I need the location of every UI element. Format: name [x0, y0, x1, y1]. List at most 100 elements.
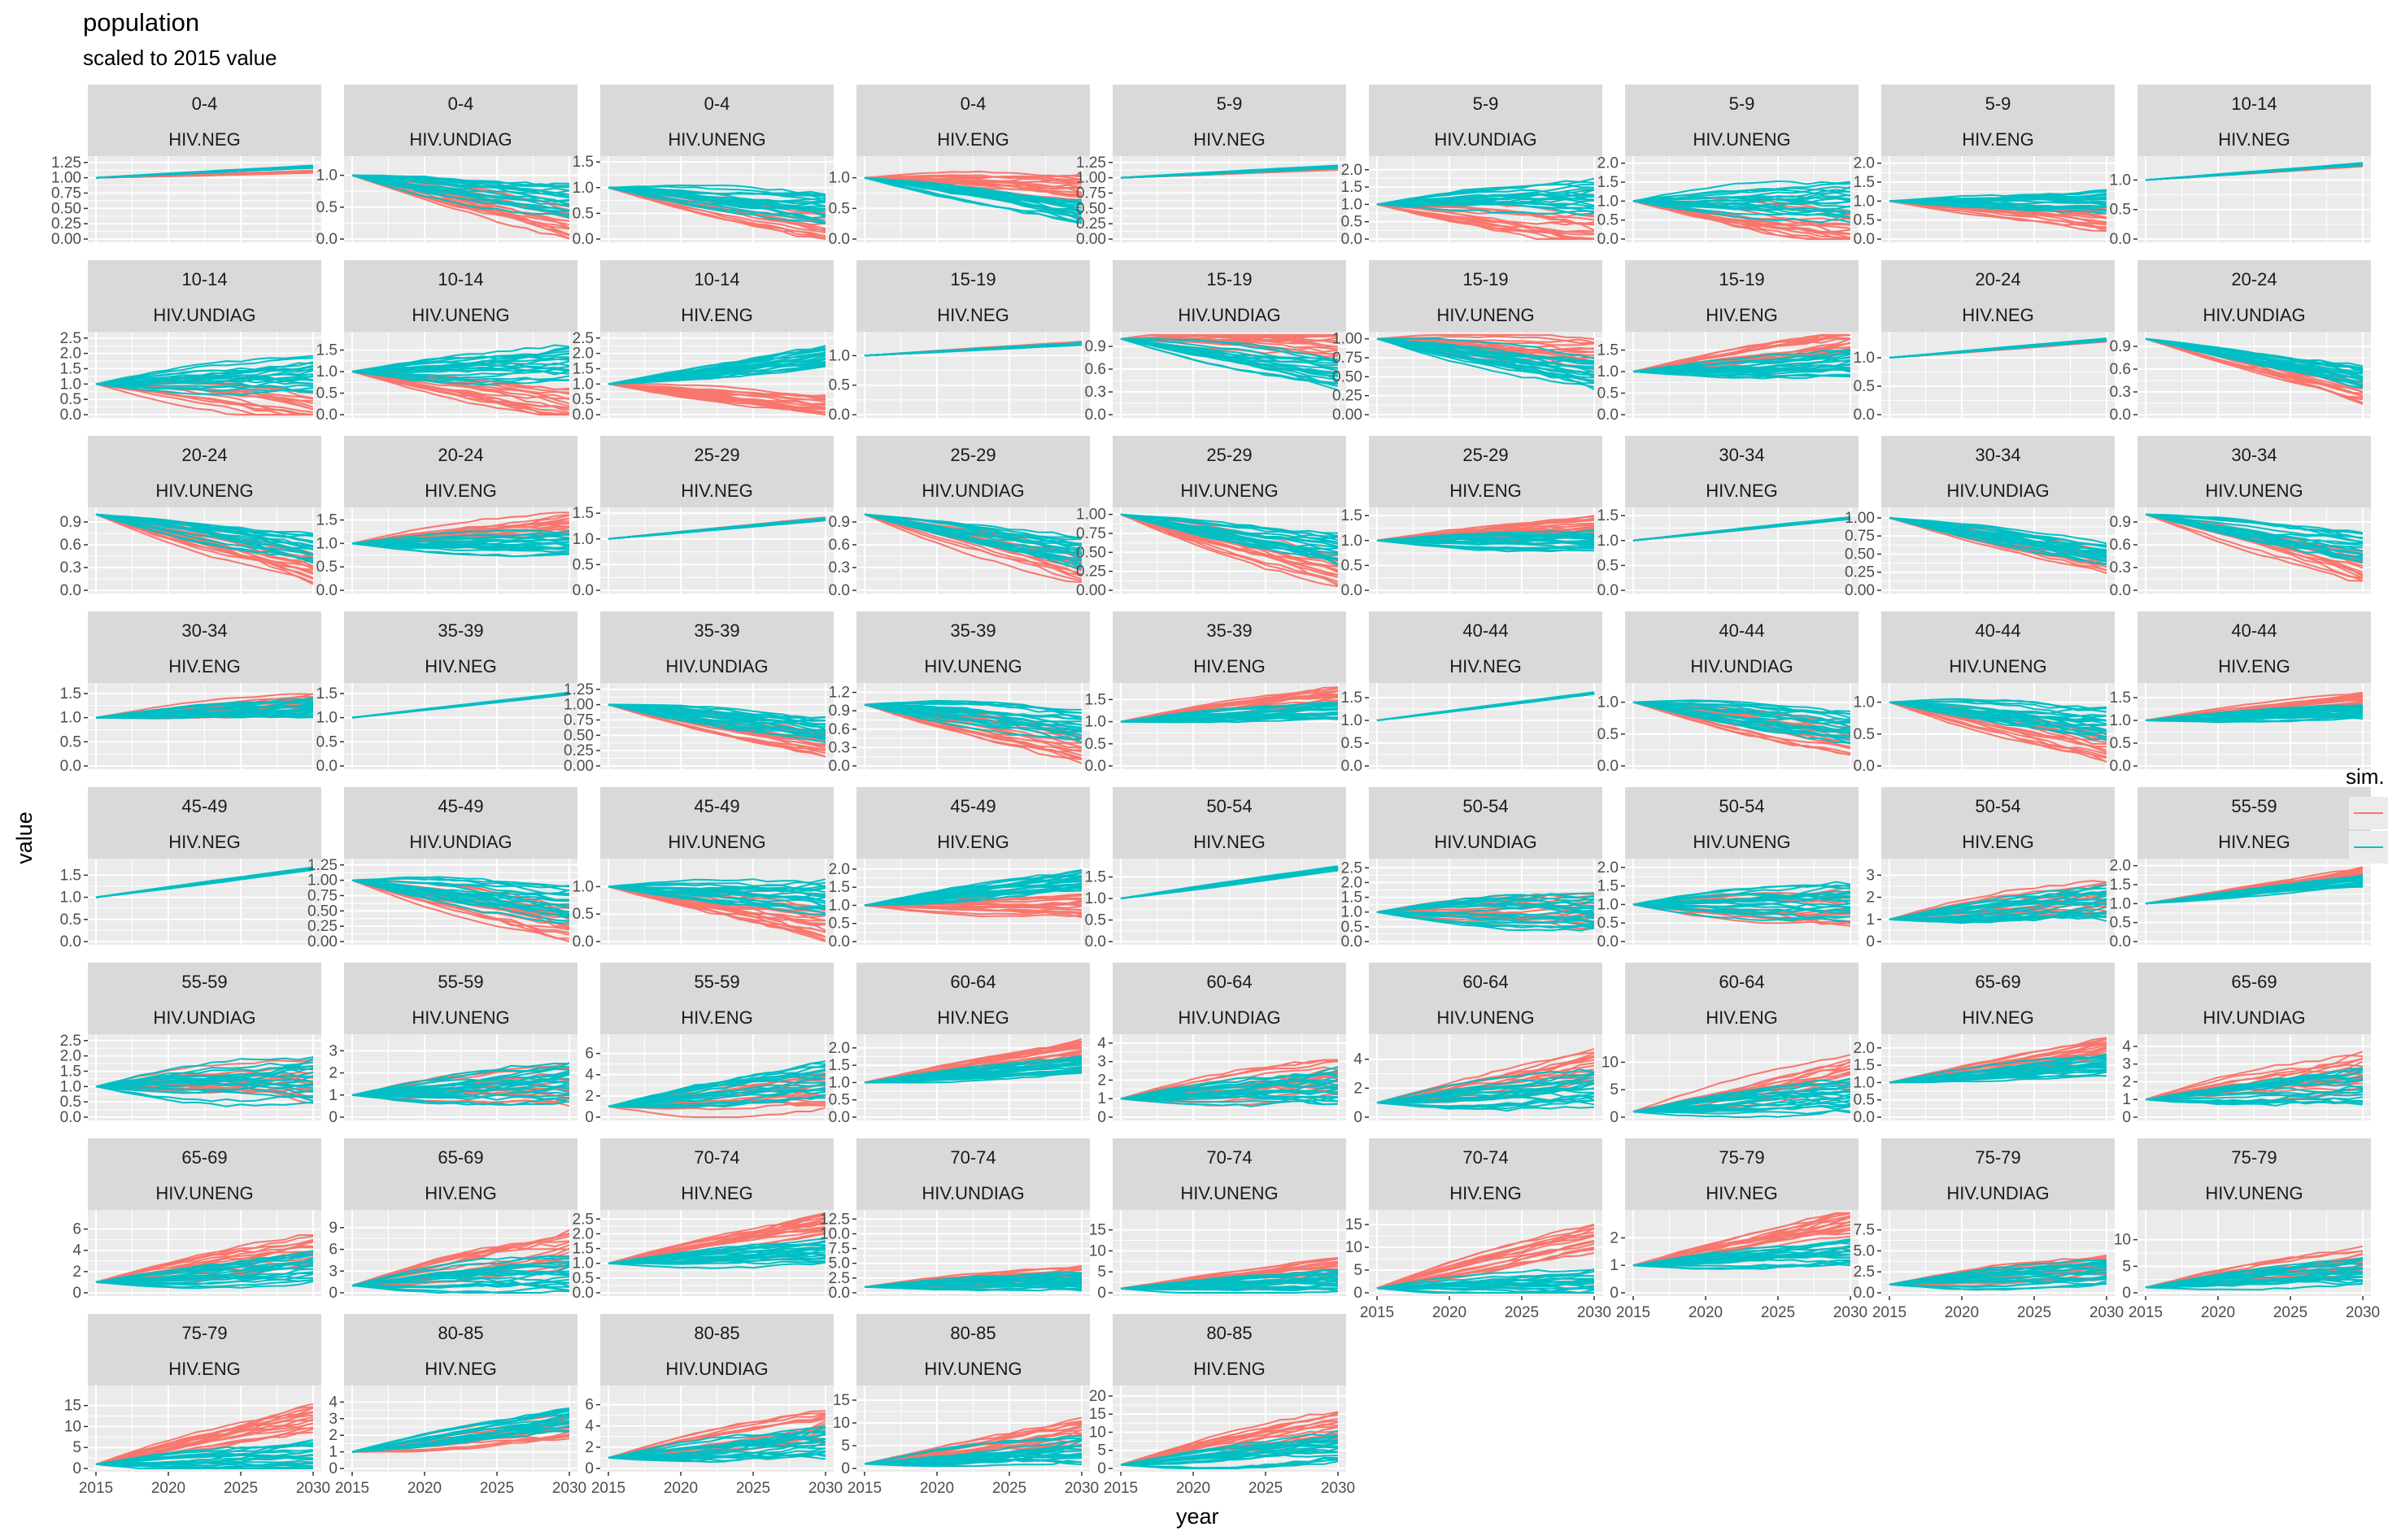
x-tick-label: 2025: [480, 1480, 514, 1497]
series2-line: [351, 174, 570, 187]
y-tick-label: 0: [1097, 1285, 1106, 1302]
y-tick-label: 10: [1089, 1242, 1106, 1259]
series1-line: [2145, 691, 2364, 721]
facet-panel: 55-59 HIV.NEG 0.00.5 1.01.5 2.0: [2110, 787, 2371, 951]
series2-line: [864, 870, 1083, 907]
y-tick-label: 0.5: [1854, 212, 1875, 229]
facet-strip: [1113, 963, 1346, 1034]
series2-line: [351, 532, 570, 545]
series2-line: [1889, 701, 2107, 718]
facet-status-label: HIV.UNDIAG: [1434, 129, 1536, 150]
facet-panel: 15-19 HIV.UNDIAG 0.0 0.3 0.6 0.9: [1085, 260, 1346, 424]
series2-line: [1376, 529, 1595, 542]
y-tick-label: 0.5: [316, 733, 338, 750]
y-tick-label: 1.25: [51, 154, 81, 172]
series1-line: [2145, 1245, 2364, 1289]
series2-line: [351, 1410, 570, 1453]
y-tick-label: 1.0: [1597, 193, 1619, 210]
x-tick-label: 2030: [1577, 1304, 1611, 1321]
x-tick-label: 2030: [1065, 1480, 1099, 1497]
series2-line: [351, 174, 570, 211]
facet-panel: 20-24 HIV.NEG 0.0 0.5 1.0: [1854, 260, 2115, 424]
series2-line: [351, 529, 570, 545]
y-tick-label: 0: [1353, 1285, 1362, 1302]
y-tick-label: 15: [833, 1392, 850, 1409]
y-tick-label: 0.5: [2110, 735, 2131, 752]
y-tick-label: 0.0: [1597, 933, 1619, 951]
series2-line: [351, 174, 570, 192]
series2-line: [2145, 1068, 2364, 1101]
y-tick-label: 0.6: [2110, 537, 2131, 554]
facet-panel: 20-24 HIV.ENG 0.0 0.5 1.0 1.5: [316, 436, 577, 599]
facet-strip: [600, 787, 834, 859]
y-tick-label: 0.5: [829, 916, 850, 933]
legend-title: sim.: [2346, 764, 2385, 789]
y-tick-label: 1.5: [573, 154, 594, 171]
facet-panel: 25-29 HIV.UNENG 0.000.25 0.50 0.751.00: [1076, 436, 1346, 599]
chart-title: population: [83, 8, 200, 37]
facet-age-label: 70-74: [950, 1147, 996, 1168]
y-tick-label: 2.0: [1854, 155, 1875, 172]
series2-line: [1376, 1270, 1595, 1290]
facet-status-label: HIV.UNDIAG: [922, 1183, 1024, 1203]
facet-strip: [1369, 611, 1602, 683]
series2-line: [864, 1068, 1083, 1084]
y-tick-label: 0.25: [1076, 563, 1106, 581]
series2-line: [1889, 1275, 2107, 1288]
series2-line: [2145, 704, 2364, 721]
series2-line: [2145, 874, 2364, 905]
series2-line: [608, 184, 826, 196]
series1-line: [608, 1216, 826, 1264]
series1-line: [1120, 1257, 1339, 1290]
series1-line: [351, 1430, 570, 1453]
series1-line: [608, 383, 826, 397]
y-tick-label: 0.0: [1854, 1285, 1875, 1302]
facet-status-label: HIV.UNENG: [412, 305, 509, 325]
facet-panel: 35-39 HIV.UNENG 0.0 0.30.60.91.2: [829, 611, 1090, 775]
series2-line: [1376, 911, 1595, 924]
x-tick-label: 2030: [2346, 1304, 2380, 1321]
series1-line: [351, 879, 570, 940]
series2-line: [1889, 1059, 2107, 1084]
facet-panel: 40-44 HIV.ENG 0.0 0.5 1.0 1.5: [2110, 611, 2371, 775]
series2-line: [864, 703, 1083, 726]
series2-line: [864, 513, 1083, 541]
series1-line: [1376, 203, 1595, 218]
y-tick-label: 0.0: [1341, 933, 1362, 951]
facet-status-label: HIV.ENG: [425, 481, 496, 501]
series2-line: [1120, 1272, 1339, 1290]
facet-panel: 45-49 HIV.ENG 0.00.5 1.01.52.0: [829, 787, 1090, 951]
facet-panel: 15-19 HIV.UNENG 0.00 0.25 0.500.75 1.00: [1332, 260, 1602, 424]
y-tick-label: 0.5: [1597, 212, 1619, 229]
facet-status-label: HIV.ENG: [1706, 1007, 1777, 1028]
y-tick-label: 1.5: [1597, 174, 1619, 191]
facet-age-label: 35-39: [438, 620, 483, 641]
series2-line: [864, 1438, 1083, 1465]
y-tick-label: 1: [1097, 1090, 1106, 1107]
y-tick-label: 5.0: [829, 1255, 850, 1272]
y-tick-label: 1.5: [573, 360, 594, 377]
series2-line: [2145, 704, 2364, 721]
x-tick-label: 2015: [1360, 1304, 1394, 1321]
facet-status-label: HIV.UNDIAG: [2203, 305, 2305, 325]
facet-panel: 45-49 HIV.UNENG 0.0 0.5 1.0: [573, 787, 834, 951]
facet-status-label: HIV.UNENG: [1693, 832, 1790, 852]
series2-line: [1889, 884, 2107, 920]
y-tick-label: 0.5: [316, 385, 338, 402]
y-tick-label: 5: [1097, 1264, 1106, 1281]
y-tick-label: 1.0: [1854, 350, 1875, 367]
series2-line: [1376, 892, 1595, 913]
series2-line: [351, 879, 570, 889]
facet-panel: 65-69 HIV.UNENG 0 2 4 6: [72, 1138, 321, 1302]
facet-status-label: HIV.UNDIAG: [1946, 1183, 2049, 1203]
y-tick-label: 0: [585, 1109, 594, 1126]
series2-line: [864, 1281, 1083, 1290]
series2-line: [608, 517, 826, 540]
series2-line: [1889, 1053, 2107, 1084]
y-tick-label: 0.3: [2110, 384, 2131, 401]
y-tick-label: 2.5: [60, 330, 81, 347]
y-tick-label: 2: [329, 1065, 338, 1082]
y-tick-label: 0.0: [2110, 407, 2131, 424]
y-tick-label: 0: [329, 1285, 338, 1302]
